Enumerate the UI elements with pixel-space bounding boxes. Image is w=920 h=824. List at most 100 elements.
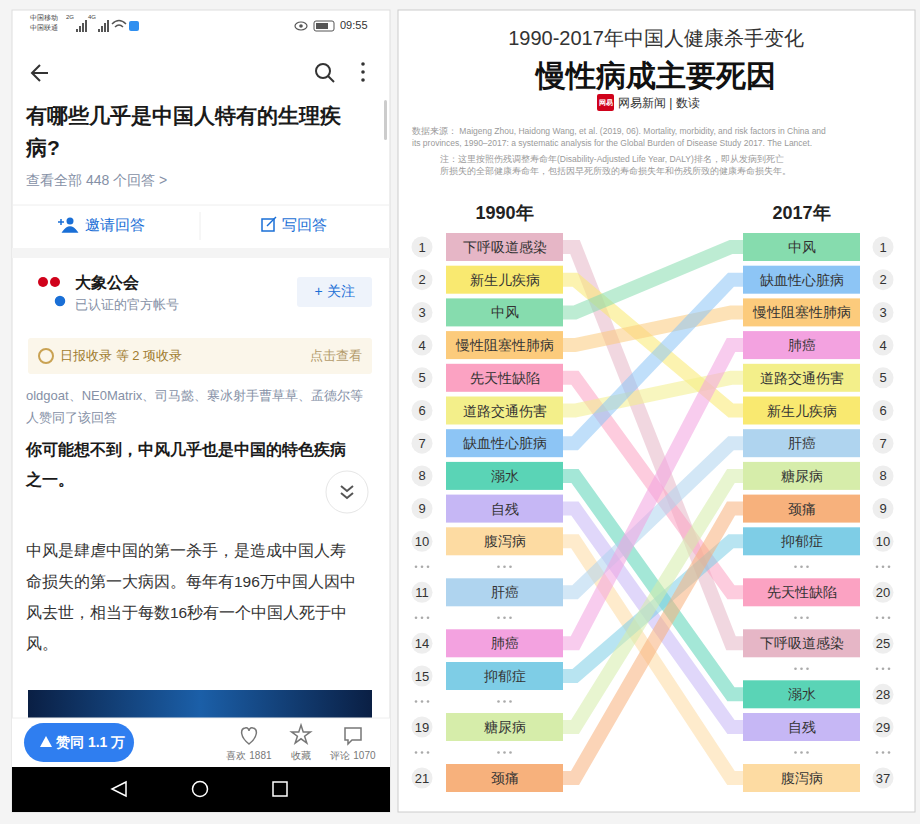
rank-badge [412,768,433,789]
save-label[interactable]: 收藏 [281,749,321,763]
rank-label: 25 [876,636,890,651]
rank-badge [873,465,894,486]
follow-button[interactable] [297,277,372,307]
author-name[interactable]: 大象公会 [75,273,139,294]
ellipsis-dot [509,700,512,703]
rank-label: 9 [418,501,425,516]
carrier: 中国联通 [30,23,58,33]
rank-label: 6 [418,403,425,418]
note: 注：这里按照伤残调整寿命年(Disability-Adjusted Life Y… [440,154,784,164]
rank-badge [412,582,433,603]
note: 所损失的全部健康寿命年，包括因早死所致的寿命损失年和伤残所致的健康寿命损失年。 [440,166,791,176]
ellipsis-dot [427,566,430,569]
nav-home[interactable] [193,782,208,797]
disease-label: 溺水 [788,686,816,702]
collection-text: 日报收录 等 2 项收录 [60,347,182,365]
ellipsis-dot [888,617,891,620]
ellipsis-dot [882,617,885,620]
disease-label: 先天性缺陷 [767,584,837,600]
network-type: 2G [66,14,74,20]
brand-logo [597,94,614,111]
search-button[interactable] [328,76,334,82]
nav-bar [12,767,390,812]
rank-badge [412,666,433,687]
rank-label: 5 [879,370,886,385]
menu-button[interactable] [361,62,365,66]
signal-bar [76,29,78,32]
disease-label: 腹泻病 [781,770,823,786]
disease-box [743,298,860,326]
page: 1990-2017年中国人健康杀手变化慢性病成主要死因网易网易新闻 | 数读数据… [0,0,920,824]
ellipsis-dot [509,566,512,569]
rank-label: 5 [418,370,425,385]
rank-badge [412,498,433,519]
source-note: 数据来源： Maigeng Zhou, Haidong Wang, et al.… [412,126,826,136]
like-label[interactable]: 喜欢 1881 [224,749,274,763]
ellipsis-dot [794,566,797,569]
like-icon[interactable] [242,728,257,744]
rank-label: 4 [418,338,425,353]
search-button[interactable] [316,64,330,78]
rank-link [563,509,743,778]
network-type: 4G [88,14,96,20]
battery-level [316,23,328,29]
rank-badge [412,633,433,654]
ellipsis-dot [503,751,506,754]
rank-label: 1 [879,240,886,255]
disease-box [446,266,563,294]
nav-recent[interactable] [273,782,287,796]
expand-button[interactable] [326,471,368,513]
rank-badge [873,237,894,258]
vote-button[interactable] [24,723,134,762]
write-answer-button[interactable]: 写回答 [282,216,327,235]
invite-answer-button[interactable]: 邀请回答 [85,216,145,235]
eye-icon [299,24,303,28]
ellipsis-dot [876,751,879,754]
answers-link[interactable]: 查看全部 448 个回答 > [26,172,167,190]
clock: 09:55 [340,19,368,31]
ellipsis-dot [794,617,797,620]
rank-label: 3 [418,305,425,320]
disease-box [446,495,563,523]
rank-badge [873,768,894,789]
ellipsis-dot [882,668,885,671]
rank-label: 11 [415,585,429,600]
disease-label: 慢性阻塞性肺病 [752,304,851,320]
follow-button-label[interactable]: + 关注 [297,283,372,301]
wifi-icon [112,21,126,28]
collection-box[interactable] [28,338,372,374]
rank-label: 29 [876,720,890,735]
rank-link [563,476,743,727]
disease-box [743,462,860,490]
comment-label[interactable]: 评论 1070 [326,749,380,763]
rank-label: 20 [876,585,890,600]
ellipsis-dot [876,668,879,671]
disease-label: 下呼吸道感染 [760,635,844,651]
ellipsis-dot [800,617,803,620]
vote-label[interactable]: 赞同 1.1 万 [56,734,125,752]
back-button[interactable] [32,65,48,81]
rank-badge [873,302,894,323]
save-icon[interactable] [292,725,311,743]
rank-badge [873,367,894,388]
rank-label: 14 [415,636,429,651]
app-badge [129,21,139,31]
ellipsis-dot [794,751,797,754]
rank-label: 7 [418,436,425,451]
chart-title: 1990-2017年中国人健康杀手变化 [508,27,804,49]
comment-icon[interactable] [345,728,361,744]
bump-chart: 1990-2017年中国人健康杀手变化慢性病成主要死因网易网易新闻 | 数读数据… [398,10,915,812]
disease-box [743,629,860,657]
disease-label: 糖尿病 [781,468,823,484]
rank-badge [873,531,894,552]
menu-button[interactable] [361,70,365,74]
ellipsis-dot [800,668,803,671]
menu-button[interactable] [361,78,365,82]
collection-link[interactable]: 点击查看 [290,347,362,365]
invite-icon [67,218,74,225]
nav-back[interactable] [112,782,126,796]
disease-box [446,527,563,555]
ellipsis-dot [427,751,430,754]
ellipsis-dot [415,700,418,703]
ellipsis-dot [497,617,500,620]
